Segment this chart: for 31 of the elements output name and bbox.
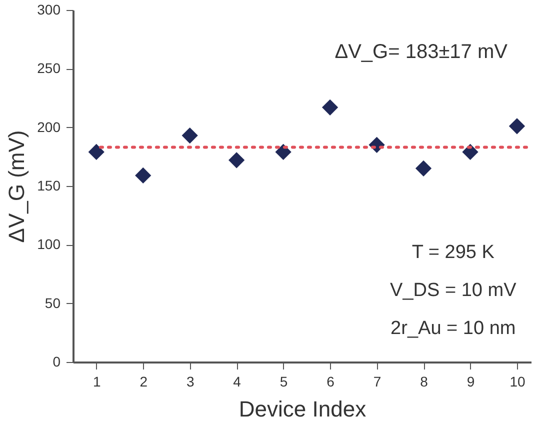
y-tick-label: 200 [37,118,61,135]
x-tick-label: 8 [420,374,428,390]
y-tick-label: 300 [37,2,61,18]
point [228,152,245,168]
x-axis-title: Device Index [238,396,366,422]
y-tick-label: 100 [37,236,61,252]
point [415,160,432,176]
annotation: V_DS = 10 mV [390,280,517,301]
y-tick-label: 250 [37,60,61,76]
point [508,118,526,134]
x-tick-label: 7 [373,374,382,390]
annotation: ΔV_G= 183±17 mV [334,41,508,63]
point [88,144,104,160]
x-tick-label: 6 [326,374,335,390]
y-tick-label: 50 [44,294,61,311]
x-tick-label: 4 [233,374,242,390]
annotation: 2r_Au = 10 nm [390,318,516,339]
point [135,167,152,184]
x-tick-label: 3 [186,374,194,390]
x-tick-label: 2 [140,374,148,390]
y-tick-label: 0 [52,354,61,370]
x-tick-label: 5 [280,374,288,390]
x-tick-label: 9 [466,374,475,390]
annotation: T = 295 K [412,242,495,263]
y-tick-label: 150 [37,178,61,194]
x-tick-label: 1 [92,374,101,390]
x-tick-label: 10 [510,374,526,390]
y-axis-title: ΔV_G (mV) [4,130,30,243]
point [182,127,198,144]
point [275,144,292,160]
point [322,99,338,116]
